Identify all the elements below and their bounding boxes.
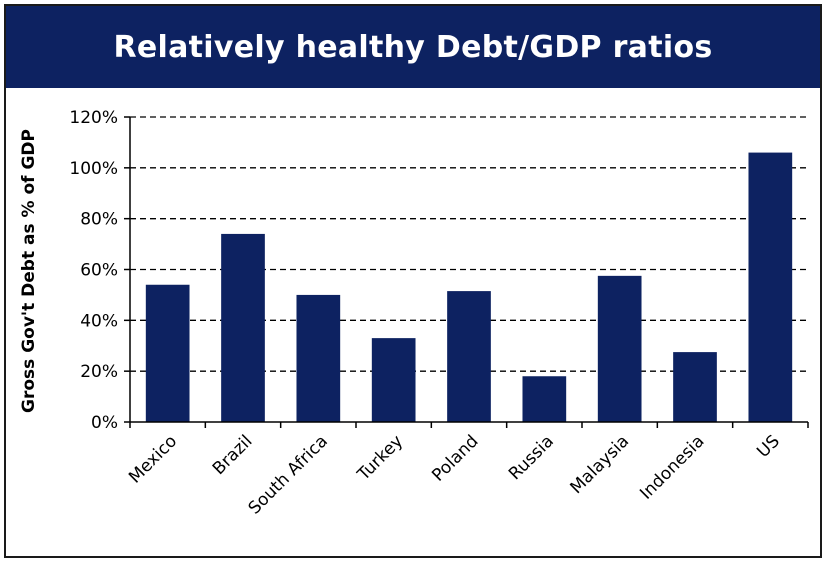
bar-us: [748, 152, 793, 423]
bars: [145, 152, 793, 423]
x-tick-label: Turkey: [353, 431, 407, 485]
y-tick-label: 20%: [80, 362, 118, 382]
bar-south-africa: [296, 294, 341, 422]
x-tick-label: Malaysia: [567, 431, 634, 498]
y-tick-label: 0%: [91, 413, 118, 433]
bar-brazil: [221, 233, 265, 422]
bar-indonesia: [673, 352, 717, 422]
x-tick-label: Poland: [428, 431, 482, 485]
x-tick-label: South Africa: [245, 431, 332, 518]
title-banner: Relatively healthy Debt/GDP ratios: [6, 6, 820, 88]
y-tick-labels: 0% 20% 40% 60% 80% 100% 120%: [69, 108, 118, 433]
y-tick-label: 40%: [80, 311, 118, 331]
chart-frame: Relatively healthy Debt/GDP ratios: [4, 4, 822, 558]
x-tick-label: Brazil: [209, 431, 257, 479]
y-tick-label: 120%: [69, 108, 118, 128]
y-axis-label: Gross Gov't Debt as % of GDP: [19, 129, 39, 413]
x-tick-label: Russia: [505, 431, 558, 484]
chart-title: Relatively healthy Debt/GDP ratios: [113, 29, 713, 65]
y-tick-label: 100%: [69, 159, 118, 179]
y-tick-label: 60%: [80, 261, 118, 281]
axes: [124, 116, 809, 428]
x-tick-label: Mexico: [125, 431, 181, 487]
bar-turkey: [371, 338, 416, 422]
bar-mexico: [145, 284, 190, 422]
bar-russia: [522, 376, 567, 422]
x-tick-label: Indonesia: [636, 431, 708, 503]
y-tick-label: 80%: [80, 210, 118, 230]
bar-poland: [447, 291, 491, 422]
x-tick-label: US: [753, 431, 784, 462]
bar-malaysia: [597, 275, 642, 422]
